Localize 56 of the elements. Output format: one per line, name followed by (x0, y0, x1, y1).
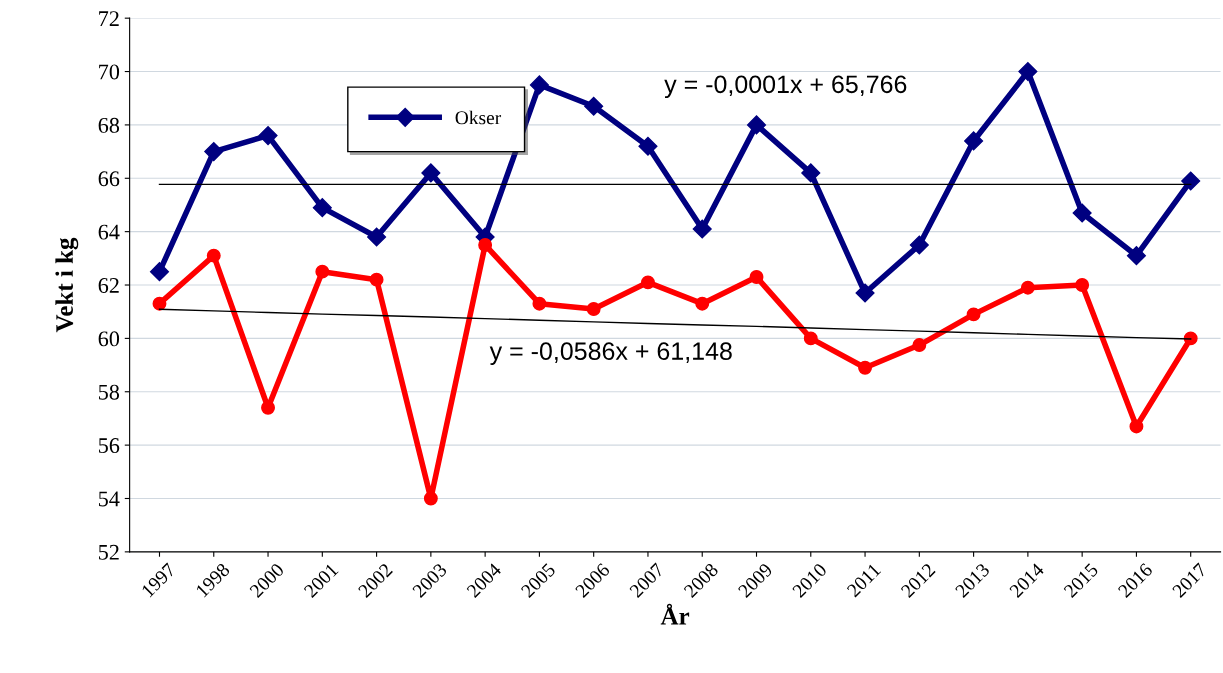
x-tick-label: 2001 (303, 562, 339, 599)
point (1181, 171, 1201, 191)
point (258, 126, 278, 146)
y-tick-label: 54 (98, 491, 120, 507)
y-axis-title: Vekt i kg (55, 237, 79, 333)
point (204, 142, 224, 162)
point (1126, 246, 1146, 266)
point (423, 491, 438, 506)
point (584, 96, 604, 116)
point (261, 400, 275, 415)
annotation: y = -0,0586x + 61,148 (489, 342, 732, 365)
y-tick-label: 68 (98, 117, 120, 133)
point (1020, 280, 1035, 295)
point (855, 283, 875, 303)
point (746, 115, 767, 135)
point (803, 331, 818, 346)
annotation: y = -0,0001x + 65,766 (664, 75, 907, 99)
y-tick-label: 64 (98, 224, 120, 240)
point (692, 219, 712, 239)
point (964, 131, 984, 151)
y-tick-label: 56 (98, 438, 120, 454)
point (421, 163, 441, 183)
point (858, 360, 873, 375)
point (586, 302, 601, 316)
y-tick-label: 52 (98, 544, 119, 560)
point (1075, 278, 1090, 292)
y-tick-label: 60 (98, 331, 120, 347)
point (641, 275, 655, 290)
point (966, 307, 981, 322)
point (749, 270, 764, 284)
point (909, 235, 929, 255)
point (315, 264, 330, 279)
point (206, 248, 221, 263)
y-tick-label: 66 (98, 171, 120, 187)
point (801, 163, 821, 183)
x-axis-title: År (660, 603, 690, 625)
point (152, 296, 167, 311)
point (1129, 419, 1144, 434)
legend-label: Okser (455, 110, 502, 125)
point (149, 262, 170, 282)
y-tick-label: 58 (98, 384, 120, 400)
point (529, 75, 549, 95)
point (638, 136, 658, 156)
point (695, 296, 710, 311)
point (367, 227, 387, 247)
point (369, 272, 384, 287)
y-tick-label: 72 (99, 11, 119, 26)
point (532, 296, 547, 311)
y-tick-label: 70 (99, 64, 120, 80)
x-tick-label: 2011 (846, 562, 882, 598)
point (478, 238, 493, 252)
y-tick-label: 62 (98, 278, 119, 293)
point (312, 198, 332, 218)
point (1018, 62, 1038, 82)
point (1072, 203, 1092, 223)
point (912, 338, 927, 353)
